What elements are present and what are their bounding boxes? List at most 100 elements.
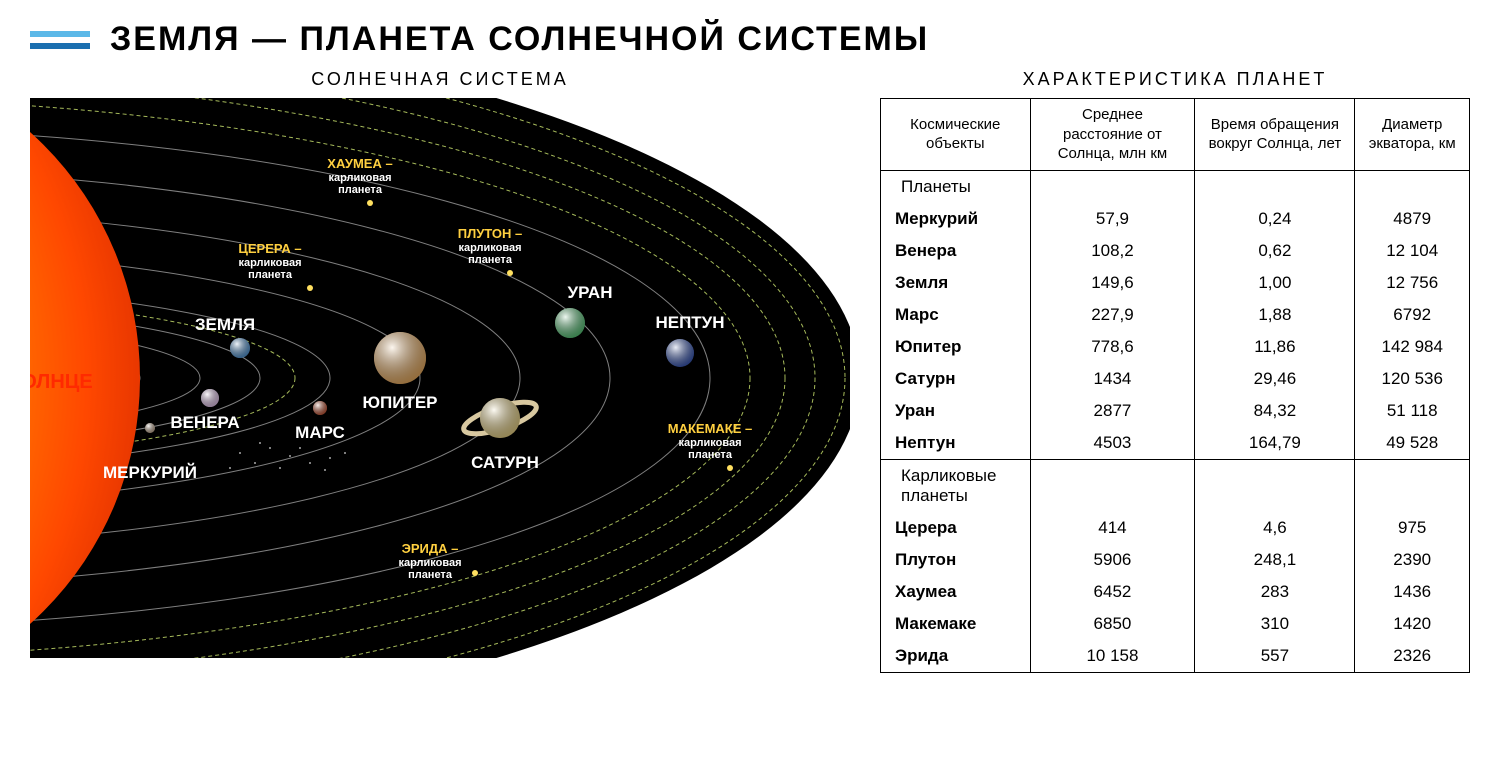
data-cell: 778,6: [1030, 331, 1195, 363]
data-cell: 0,62: [1195, 235, 1355, 267]
data-cell: 2326: [1355, 640, 1470, 673]
data-cell: 57,9: [1030, 203, 1195, 235]
data-cell: 142 984: [1355, 331, 1470, 363]
data-cell: 414: [1030, 512, 1195, 544]
content-row: СОЛНЕЧНАЯ СИСТЕМА: [0, 69, 1500, 673]
data-cell: 11,86: [1195, 331, 1355, 363]
data-cell: 1,00: [1195, 267, 1355, 299]
page-title: ЗЕМЛЯ — ПЛАНЕТА СОЛНЕЧНОЙ СИСТЕМЫ: [110, 20, 929, 59]
col-header-object: Космические объекты: [881, 99, 1031, 171]
data-cell: 12 756: [1355, 267, 1470, 299]
data-cell: 310: [1195, 608, 1355, 640]
sun-label: СОЛНЦЕ: [30, 371, 93, 393]
object-name: Земля: [881, 267, 1031, 299]
data-cell: 51 118: [1355, 395, 1470, 427]
col-header-diameter: Диаметр экватора, км: [1355, 99, 1470, 171]
table-row: Макемаке68503101420: [881, 608, 1470, 640]
data-cell: 4503: [1030, 427, 1195, 460]
object-name: Сатурн: [881, 363, 1031, 395]
data-cell: 1420: [1355, 608, 1470, 640]
data-cell: 120 536: [1355, 363, 1470, 395]
section-heading: Планеты: [881, 170, 1031, 203]
data-cell: 164,79: [1195, 427, 1355, 460]
planet-label: МЕРКУРИЙ: [103, 463, 197, 482]
data-cell: 6850: [1030, 608, 1195, 640]
table-header-row: Космические объекты Среднее расстояние о…: [881, 99, 1470, 171]
col-header-period: Время обращения вокруг Солнца, лет: [1195, 99, 1355, 171]
dwarf-planet-icon: [367, 200, 373, 206]
page-header: ЗЕМЛЯ — ПЛАНЕТА СОЛНЕЧНОЙ СИСТЕМЫ: [0, 0, 1500, 69]
dwarf-sublabel: планета: [338, 184, 383, 196]
data-cell: 227,9: [1030, 299, 1195, 331]
diagram-title: СОЛНЕЧНАЯ СИСТЕМА: [30, 69, 850, 90]
object-name: Юпитер: [881, 331, 1031, 363]
data-cell: 4879: [1355, 203, 1470, 235]
table-title: ХАРАКТЕРИСТИКА ПЛАНЕТ: [880, 69, 1470, 90]
object-name: Марс: [881, 299, 1031, 331]
object-name: Макемаке: [881, 608, 1031, 640]
dwarf-label: МАКЕМАКЕ –: [668, 421, 753, 436]
dwarf-sublabel: планета: [688, 449, 733, 461]
data-cell: 0,24: [1195, 203, 1355, 235]
dwarf-sublabel: карликовая: [328, 172, 391, 184]
solar-system-diagram: МЕРКУРИЙВЕНЕРАЗЕМЛЯМАРСЮПИТЕРСАТУРНУРАНН…: [30, 98, 850, 658]
planet-label: ЗЕМЛЯ: [195, 315, 255, 334]
data-cell: 10 158: [1030, 640, 1195, 673]
table-row: Марс227,91,886792: [881, 299, 1470, 331]
object-name: Нептун: [881, 427, 1031, 460]
accent-bar-icon: [30, 31, 90, 37]
dwarf-sublabel: карликовая: [678, 437, 741, 449]
table-column: ХАРАКТЕРИСТИКА ПЛАНЕТ Космические объект…: [880, 69, 1470, 673]
accent-bar-icon: [30, 43, 90, 49]
data-cell: 5906: [1030, 544, 1195, 576]
planet-data-table: Космические объекты Среднее расстояние о…: [880, 98, 1470, 673]
dwarf-sublabel: планета: [468, 254, 513, 266]
dwarf-label: ЦЕРЕРА –: [238, 241, 301, 256]
dwarf-planet-icon: [727, 465, 733, 471]
planet-label: ЮПИТЕР: [362, 393, 437, 412]
data-cell: 975: [1355, 512, 1470, 544]
planet-label: САТУРН: [471, 453, 539, 472]
dwarf-label: ХАУМЕА –: [327, 156, 392, 171]
dwarf-label: ЭРИДА –: [402, 541, 459, 556]
data-cell: 6452: [1030, 576, 1195, 608]
data-cell: 1434: [1030, 363, 1195, 395]
dwarf-label: ПЛУТОН –: [458, 226, 523, 241]
object-name: Церера: [881, 512, 1031, 544]
table-row: Меркурий57,90,244879: [881, 203, 1470, 235]
object-name: Эрида: [881, 640, 1031, 673]
dwarf-planet-icon: [307, 285, 313, 291]
section-heading: Карликовые планеты: [881, 459, 1031, 512]
dwarf-sublabel: карликовая: [238, 257, 301, 269]
table-row: Церера4144,6975: [881, 512, 1470, 544]
dwarf-sublabel: планета: [248, 269, 293, 281]
table-row: Уран287784,3251 118: [881, 395, 1470, 427]
diagram-column: СОЛНЕЧНАЯ СИСТЕМА: [30, 69, 850, 673]
data-cell: 2877: [1030, 395, 1195, 427]
object-name: Венера: [881, 235, 1031, 267]
col-header-distance: Среднее расстояние от Солнца, млн км: [1030, 99, 1195, 171]
data-cell: 248,1: [1195, 544, 1355, 576]
data-cell: 149,6: [1030, 267, 1195, 299]
data-cell: 4,6: [1195, 512, 1355, 544]
object-name: Уран: [881, 395, 1031, 427]
data-cell: 12 104: [1355, 235, 1470, 267]
dwarf-sublabel: карликовая: [398, 557, 461, 569]
data-cell: 1436: [1355, 576, 1470, 608]
dwarf-sublabel: карликовая: [458, 242, 521, 254]
planet-label: ВЕНЕРА: [170, 413, 239, 432]
planet-label: УРАН: [568, 283, 613, 302]
table-section-row: Планеты: [881, 170, 1470, 203]
data-cell: 108,2: [1030, 235, 1195, 267]
dwarf-sublabel: планета: [408, 569, 453, 581]
data-cell: 557: [1195, 640, 1355, 673]
object-name: Меркурий: [881, 203, 1031, 235]
table-section-row: Карликовые планеты: [881, 459, 1470, 512]
table-row: Нептун4503164,7949 528: [881, 427, 1470, 460]
header-accent-bars: [30, 31, 90, 49]
data-cell: 2390: [1355, 544, 1470, 576]
table-row: Хаумеа64522831436: [881, 576, 1470, 608]
data-cell: 1,88: [1195, 299, 1355, 331]
table-row: Эрида10 1585572326: [881, 640, 1470, 673]
data-cell: 6792: [1355, 299, 1470, 331]
